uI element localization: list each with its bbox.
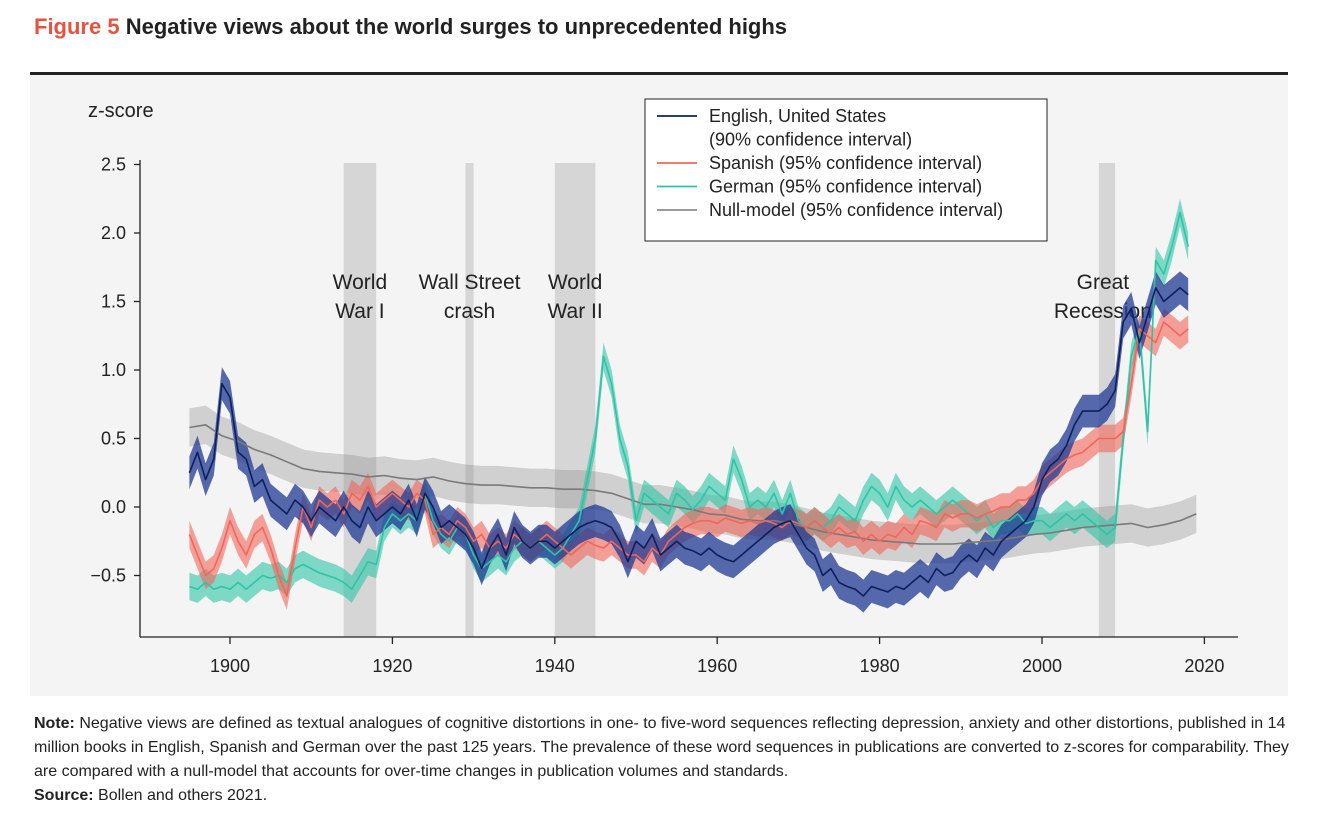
legend-label-german: German (95% confidence interval) <box>709 177 982 197</box>
event-label-2: World <box>548 271 602 294</box>
event-label-0: World <box>333 271 387 294</box>
x-tick-label-2: 1940 <box>535 656 575 676</box>
y-tick-label-0: 2.5 <box>101 155 126 175</box>
english-confidence-band <box>189 271 1189 613</box>
chart-svg: World War I Wall Street crash World War II Gre… <box>88 98 1238 676</box>
y-tick-label-2: 1.5 <box>101 292 126 312</box>
german-series-line <box>189 211 1189 591</box>
x-tick-label-3: 1960 <box>697 656 737 676</box>
x-tick-label-6: 2020 <box>1184 656 1224 676</box>
source-text: Bollen and others 2021. <box>98 787 268 804</box>
y-axis-label: z-score <box>88 100 154 122</box>
x-tick-label-1: 1920 <box>372 656 412 676</box>
event-label-2: War II <box>547 300 602 323</box>
legend-box <box>644 98 1048 242</box>
event-labels-layer: World War I Wall Street crash World War II Gre… <box>333 271 1152 323</box>
note-text: Negative views are defined as textual an… <box>34 715 1289 780</box>
figure-number: Figure 5 <box>34 14 120 39</box>
legend-label-null: Null-model (95% confidence interval) <box>709 200 1003 220</box>
german-confidence-band <box>189 198 1189 603</box>
y-tick-label-3: 1.0 <box>101 360 126 380</box>
source-label: Source: <box>34 787 94 804</box>
event-label-1: Wall Street <box>419 271 521 294</box>
axes-layer: z-score 2.5 2.0 1.5 1.0 0.5 0.0 −0.5 1900 1920 194… <box>88 100 1238 676</box>
event-label-1: crash <box>444 300 495 323</box>
spanish-series-line <box>188 321 1189 597</box>
y-tick-label-6: −0.5 <box>90 566 126 586</box>
x-tick-label-5: 2000 <box>1022 656 1062 676</box>
series-lines-layer <box>188 211 1197 597</box>
event-shade-2 <box>554 163 596 637</box>
legend-label-english: English, United States <box>709 106 886 126</box>
y-tick-label-4: 0.5 <box>101 429 126 449</box>
legend-label-english: (90% confidence interval) <box>709 130 912 150</box>
confidence-bands-layer <box>189 198 1197 613</box>
x-tick-label-0: 1900 <box>210 656 250 676</box>
title-rule <box>30 72 1288 75</box>
event-label-3: Great <box>1077 271 1130 294</box>
figure-title-text: Negative views about the world surges to… <box>125 14 788 39</box>
legend: English, United States (90% confidence in… <box>644 98 1048 242</box>
english-series-line <box>188 286 1189 597</box>
y-tick-label-1: 2.0 <box>101 223 126 243</box>
figure-title: Figure 5 Negative views about the world … <box>34 14 787 40</box>
event-label-0: War I <box>335 300 384 323</box>
event-shade-1 <box>465 163 474 637</box>
source: Source: Bollen and others 2021. <box>34 784 267 808</box>
note-label: Note: <box>34 715 75 732</box>
note: Note: Negative views are defined as text… <box>34 712 1296 784</box>
x-tick-label-4: 1980 <box>860 656 900 676</box>
legend-label-spanish: Spanish (95% confidence interval) <box>709 153 982 173</box>
y-tick-label-5: 0.0 <box>101 497 126 517</box>
